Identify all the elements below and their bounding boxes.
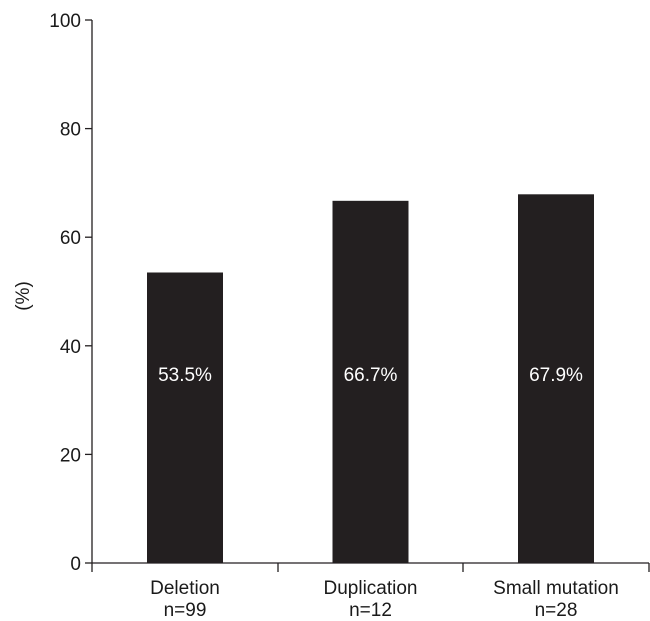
category-label: Duplication — [324, 578, 418, 599]
y-tick-label: 60 — [60, 228, 81, 249]
category-label: Small mutation — [493, 578, 619, 599]
bar — [147, 272, 223, 563]
y-axis-ticks: 0 20 40 60 80 100 — [49, 11, 93, 575]
y-tick-label: 100 — [49, 11, 81, 32]
bar — [518, 194, 594, 564]
category-count-label: n=99 — [164, 600, 207, 621]
x-axis — [91, 562, 650, 572]
bars — [147, 194, 594, 564]
bar-value-label: 53.5% — [158, 365, 212, 386]
y-axis-title: (%) — [13, 281, 34, 311]
y-tick-label: 80 — [60, 120, 81, 141]
y-tick-label: 40 — [60, 337, 81, 358]
bar-value-label: 67.9% — [529, 365, 583, 386]
y-tick-label: 20 — [60, 445, 81, 466]
category-count-label: n=28 — [535, 600, 578, 621]
category-count-label: n=12 — [349, 600, 392, 621]
y-tick-label: 0 — [70, 554, 81, 575]
bar — [332, 200, 409, 563]
bar-value-labels: 53.5% 66.7% 67.9% — [158, 365, 583, 386]
bar-value-label: 66.7% — [344, 365, 398, 386]
category-label: Deletion — [150, 578, 220, 599]
